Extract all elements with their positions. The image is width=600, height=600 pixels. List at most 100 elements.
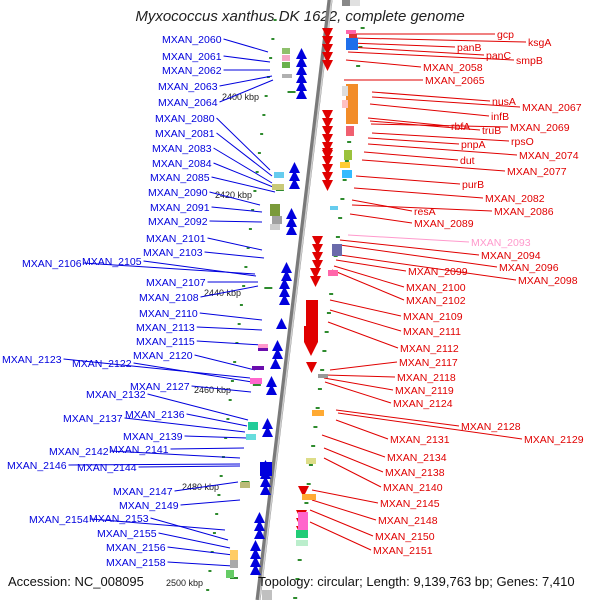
gene-label-left: MXAN_2063 <box>158 81 218 93</box>
gene-connector-left <box>158 532 231 549</box>
gene-label-right: panC <box>486 50 512 62</box>
gene-label-left: MXAN_2060 <box>162 34 222 46</box>
gene-connector-right <box>367 143 518 156</box>
reverse-gene-arrow <box>296 88 307 99</box>
feature-block <box>346 84 358 124</box>
reverse-gene-arrow <box>296 80 307 91</box>
forward-gene-arrow <box>322 172 333 183</box>
gene-connector-right <box>309 521 372 551</box>
gene-label-right: MXAN_2150 <box>375 531 435 543</box>
annotation-feature <box>302 494 316 500</box>
gene-label-right: MXAN_2145 <box>380 498 440 510</box>
gene-connector-right <box>367 117 450 127</box>
annotation-feature <box>332 244 342 256</box>
reverse-gene-arrow <box>272 340 283 351</box>
gene-label-right: MXAN_2058 <box>423 62 483 74</box>
gene-label-right: resA <box>414 206 436 218</box>
gene-connector-left <box>204 251 265 259</box>
gene-connector-left <box>133 362 253 383</box>
annotation-feature <box>282 48 290 54</box>
forward-gene-arrow <box>322 118 333 129</box>
gene-connector-left <box>219 79 274 103</box>
gene-connector-right <box>309 509 374 537</box>
gene-connector-right <box>361 159 506 172</box>
forward-gene-arrow <box>322 164 333 175</box>
annotation-feature <box>258 344 268 350</box>
annotation-feature <box>240 482 250 488</box>
reverse-gene-arrow <box>254 512 265 523</box>
annotation-feature <box>346 38 358 50</box>
reverse-gene-arrow <box>272 348 283 359</box>
reverse-gene-arrow <box>250 556 261 567</box>
gene-label-left: MXAN_2085 <box>150 172 210 184</box>
forward-gene-arrow <box>310 268 321 279</box>
feature-block <box>346 126 354 136</box>
gene-label-left: MXAN_2136 <box>125 409 185 421</box>
gene-label-right: MXAN_2067 <box>522 102 582 114</box>
genome-backbone <box>255 0 333 600</box>
gene-connector-left <box>207 237 263 251</box>
axis-tick-label: 2420 kbp <box>215 190 252 200</box>
reverse-gene-arrow <box>254 528 265 539</box>
gene-label-left: MXAN_2158 <box>106 557 166 569</box>
gene-connector-right <box>323 377 394 391</box>
gene-connector-left <box>196 326 263 331</box>
gene-label-right: MXAN_2151 <box>373 545 433 557</box>
annotation-feature <box>342 100 348 108</box>
gene-label-left: MXAN_2103 <box>143 247 203 259</box>
gene-label-left: MXAN_2110 <box>139 308 198 320</box>
reverse-gene-block <box>260 462 272 476</box>
gene-label-left: MXAN_2064 <box>158 97 218 109</box>
annotation-feature <box>318 374 328 378</box>
forward-gene-arrow <box>312 252 323 263</box>
reverse-gene-arrow <box>281 270 292 281</box>
annotation-feature <box>330 206 338 210</box>
gene-label-left: MXAN_2083 <box>152 143 212 155</box>
gene-label-right: MXAN_2069 <box>510 122 570 134</box>
annotation-feature <box>230 550 238 560</box>
gene-connector-left <box>63 358 251 379</box>
reverse-gene-arrow <box>296 48 307 59</box>
annotation-feature <box>270 204 280 216</box>
annotation-feature <box>282 74 292 78</box>
reverse-gene-arrow <box>250 548 261 559</box>
gene-connector-left <box>68 463 241 466</box>
gene-connector-left <box>209 220 263 223</box>
reverse-gene-arrow <box>281 262 292 273</box>
gene-connector-left <box>213 147 273 184</box>
forward-gene-arrow <box>310 276 321 287</box>
reverse-gene-arrow <box>260 476 271 487</box>
gene-connector-right <box>324 381 392 404</box>
gene-label-left: MXAN_2123 <box>2 354 62 366</box>
gene-connector-left <box>209 191 261 206</box>
annotation-feature <box>344 150 352 160</box>
gene-label-left: MXAN_2115 <box>136 336 195 348</box>
gene-label-left: MXAN_2156 <box>106 542 166 554</box>
gene-connector-right <box>371 91 491 102</box>
annotation-feature <box>349 34 357 40</box>
gene-connector-right <box>347 46 485 56</box>
annotation-feature <box>296 530 308 538</box>
accession-label: Accession: NC_008095 <box>8 574 144 589</box>
reverse-gene-arrow <box>276 318 287 329</box>
gene-connector-left <box>191 385 252 393</box>
gene-connector-right <box>351 37 527 43</box>
gene-connector-right <box>370 123 509 128</box>
reverse-gene-arrow <box>262 426 273 437</box>
gene-connector-left <box>110 450 241 459</box>
annotation-feature <box>342 170 352 178</box>
reverse-gene-arrow <box>296 72 307 83</box>
forward-gene-arrow <box>322 134 333 145</box>
forward-gene-arrow <box>322 36 333 47</box>
gene-connector-right <box>371 96 521 108</box>
gene-label-right: smpB <box>516 55 543 67</box>
reverse-gene-arrow <box>289 162 300 173</box>
gene-label-right: MXAN_2140 <box>383 482 443 494</box>
gene-label-left: MXAN_2101 <box>146 233 206 245</box>
gene-connector-right <box>337 412 523 440</box>
gene-label-left: MXAN_2153 <box>89 513 149 525</box>
gene-connector-left <box>150 517 229 541</box>
annotation-feature <box>270 224 280 230</box>
annotation-feature <box>342 86 348 96</box>
gene-connector-right <box>321 434 386 458</box>
